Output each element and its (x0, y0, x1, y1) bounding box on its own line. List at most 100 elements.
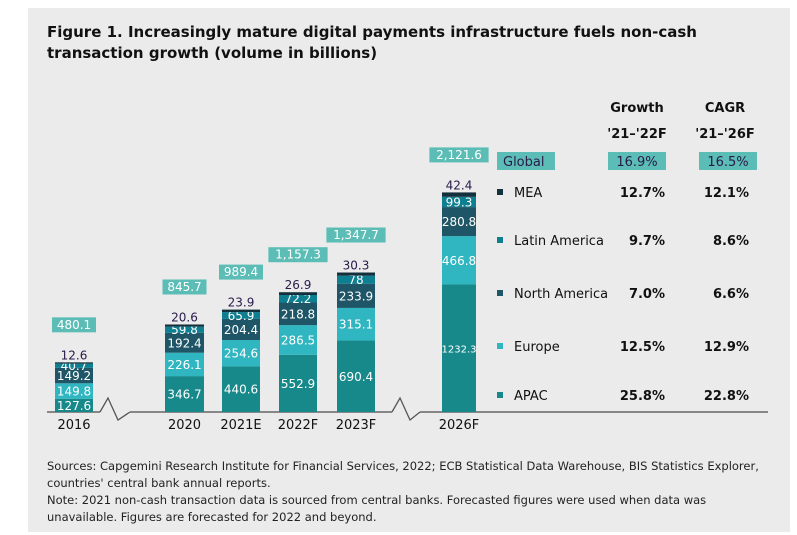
bar-segment-latin-america (442, 196, 476, 208)
total-label: 1,157.3 (275, 248, 321, 262)
growth-value: 25.8% (620, 389, 665, 404)
global-cagr-bg (699, 152, 757, 170)
total-label-bg (52, 317, 96, 333)
legend-swatch (497, 392, 503, 398)
data-label: 346.7 (167, 388, 201, 402)
bar-segment-latin-america (337, 275, 375, 284)
data-label: 59.8 (171, 323, 198, 337)
bar-segment-latin-america (55, 363, 93, 368)
bar-segment-apac (222, 366, 260, 412)
data-label: 99.3 (446, 195, 473, 209)
data-label: 72.2 (285, 292, 312, 306)
bar-segment-mea (222, 309, 260, 313)
cagr-value: 16.5% (707, 155, 748, 170)
bar-segment-latin-america (279, 295, 317, 303)
growth-value: 12.5% (620, 340, 665, 355)
axis-break-icon (391, 396, 421, 422)
bar-segment-north-america (165, 332, 204, 353)
x-tick-label: 2022F (278, 418, 319, 433)
data-label: 254.6 (224, 347, 258, 361)
x-tick-label: 2026F (439, 418, 480, 433)
total-label: 2,121.6 (436, 148, 482, 162)
data-label: 1232.3 (442, 345, 477, 356)
legend-swatch (497, 343, 503, 349)
data-label: 42.4 (446, 178, 473, 192)
global-growth-bg (608, 152, 666, 170)
total-label: 989.4 (224, 265, 258, 279)
data-label: 149.2 (57, 369, 91, 383)
bar-segment-europe (337, 307, 375, 341)
bar-segment-europe (165, 352, 204, 377)
row-label: APAC (514, 389, 548, 404)
data-label: 466.8 (442, 254, 476, 268)
growth-value: 7.0% (629, 287, 665, 302)
bar-segment-north-america (279, 302, 317, 326)
bar-segment-apac (337, 340, 375, 412)
cagr-value: 6.6% (713, 287, 749, 302)
bar-segment-north-america (442, 207, 476, 237)
bar-segment-apac (442, 284, 476, 412)
bar-segment-mea (279, 292, 317, 296)
total-label-bg (219, 264, 263, 280)
global-label-bg (497, 152, 555, 170)
data-label: 233.9 (339, 289, 373, 303)
growth-value: 9.7% (629, 234, 665, 249)
x-tick-label: 2021E (220, 418, 261, 433)
growth-value: 16.9% (616, 155, 657, 170)
table-header: Growth (610, 101, 664, 116)
data-label: 226.1 (167, 358, 201, 372)
x-tick-label: 2023F (336, 418, 377, 433)
cagr-value: 12.1% (704, 186, 749, 201)
data-label: 286.5 (281, 333, 315, 347)
table-header-period: '21–'26F (695, 127, 755, 142)
note-text: Note: 2021 non-cash transaction data is … (47, 493, 707, 524)
data-label: 23.9 (228, 296, 255, 310)
sources-text: Sources: Capgemini Research Institute fo… (47, 459, 759, 490)
bar-segment-mea (55, 362, 93, 364)
chart-title: Figure 1. Increasingly mature digital pa… (47, 23, 697, 62)
cagr-value: 12.9% (704, 340, 749, 355)
row-label: Latin America (514, 234, 604, 249)
growth-value: 12.7% (620, 186, 665, 201)
bar-segment-europe (222, 340, 260, 367)
bar-segment-north-america (337, 283, 375, 308)
cagr-value: 22.8% (704, 389, 749, 404)
total-label-bg (268, 247, 328, 263)
total-label: 845.7 (167, 280, 201, 294)
data-label: 78 (348, 273, 363, 287)
data-label: 65.9 (228, 309, 255, 323)
row-label: Global (503, 155, 544, 170)
data-label: 192.4 (167, 336, 201, 350)
row-label: Europe (514, 340, 560, 355)
bar-segment-apac (55, 398, 93, 412)
data-label: 218.8 (281, 307, 315, 321)
bar-segment-latin-america (222, 312, 260, 319)
axis-break-icon (99, 396, 131, 421)
total-label: 480.1 (57, 318, 91, 332)
data-label: 690.4 (339, 370, 373, 384)
data-label: 30.3 (343, 259, 370, 273)
total-label-bg (162, 279, 207, 295)
data-label: 12.6 (61, 348, 88, 362)
data-label: 280.8 (442, 215, 476, 229)
bar-segment-mea (442, 192, 476, 197)
data-label: 26.9 (285, 278, 312, 292)
data-label: 315.1 (339, 318, 373, 332)
notes: Sources: Capgemini Research Institute fo… (47, 458, 767, 526)
legend-swatch (497, 290, 503, 296)
bar-segment-mea (337, 272, 375, 276)
bar-segment-latin-america (165, 326, 204, 333)
total-label: 1,347.7 (333, 228, 379, 242)
data-label: 204.4 (224, 323, 258, 337)
data-label: 127.6 (57, 399, 91, 413)
table-header-period: '21–'22F (607, 127, 667, 142)
bar-segment-apac (279, 354, 317, 412)
row-label: MEA (514, 186, 542, 201)
total-label-bg (326, 227, 386, 243)
bar-segment-europe (55, 383, 93, 399)
table-header: CAGR (705, 101, 745, 116)
data-label: 552.9 (281, 377, 315, 391)
bar-segment-north-america (222, 318, 260, 341)
bar-segment-mea (165, 324, 204, 327)
